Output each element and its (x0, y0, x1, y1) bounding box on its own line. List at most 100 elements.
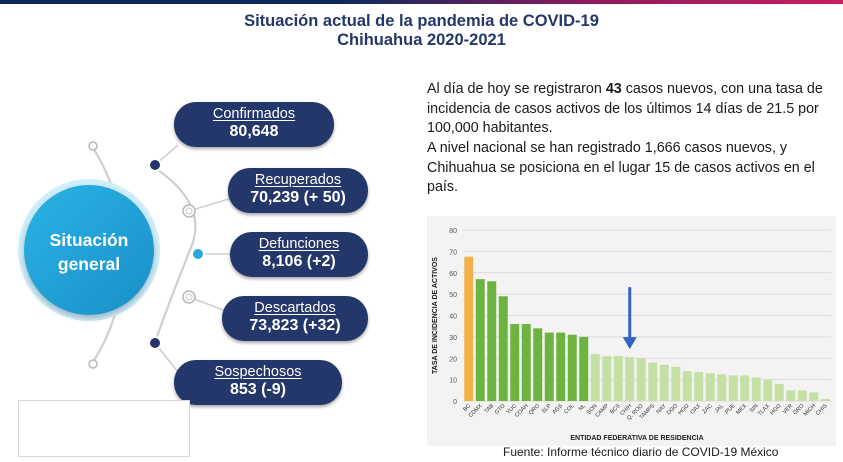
stat-value: 80,648 (229, 123, 279, 140)
bar (521, 324, 531, 401)
bar (763, 379, 773, 401)
bar (613, 356, 623, 401)
bar (475, 279, 485, 401)
y-tick-label: 30 (449, 335, 457, 342)
x-tick-label: TLAX (757, 403, 771, 417)
stat-value: 8,106 (+2) (262, 253, 336, 270)
bar (717, 374, 727, 401)
y-tick-label: 70 (449, 249, 457, 256)
x-tick-label: COL (563, 403, 575, 415)
stat-confirmados: Confirmados 80,648 (174, 102, 334, 147)
x-tick-label: AGS (552, 403, 565, 416)
inner-arc (153, 167, 197, 343)
bar (751, 377, 761, 401)
node-confirmados (148, 158, 162, 172)
source-note: Fuente: Informe técnico diario de COVID-… (503, 445, 779, 459)
x-tick-label: MICH (803, 403, 817, 417)
y-tick-label: 10 (449, 378, 457, 385)
bar (797, 390, 807, 401)
x-tick-label: COAH (514, 403, 530, 419)
x-tick-label: VER (782, 403, 794, 415)
bar (636, 358, 646, 401)
stat-defunciones: Defunciones 8,106 (+2) (230, 232, 368, 277)
x-tick-label: GTO (494, 403, 507, 416)
y-tick-label: 0 (453, 399, 457, 406)
bar (533, 328, 543, 401)
bar (728, 375, 738, 401)
node-sospechosos (148, 336, 162, 350)
bar (648, 362, 658, 401)
bar (786, 390, 796, 401)
y-tick-label: 40 (449, 314, 457, 321)
bar (774, 383, 784, 401)
x-tick-label: CHIS (815, 403, 829, 417)
top-accent-bar (0, 0, 843, 4)
node-defunciones (191, 247, 205, 261)
down-arrow-head (622, 337, 637, 350)
summary-paragraph-1: Al día de hoy se registraron 43 casos nu… (427, 80, 827, 139)
x-tick-label: CDMX (468, 403, 484, 419)
bar (705, 373, 715, 401)
stat-label: Sospechosos (214, 364, 302, 380)
bar (602, 356, 612, 401)
node-recuperados-inner (185, 207, 193, 215)
summary-paragraph-2: A nivel nacional se han registrado 1,666… (427, 140, 815, 195)
x-tick-label: MEX (735, 403, 748, 416)
bar (510, 324, 520, 401)
x-tick-label: HGO (677, 403, 691, 417)
x-tick-label: ZAC (702, 403, 714, 415)
summary-text-before: Al día de hoy se registraron (427, 81, 606, 97)
node-end-top (88, 141, 98, 151)
stat-value: 73,823 (+32) (249, 317, 341, 334)
new-cases-count: 43 (605, 81, 622, 97)
bar (682, 371, 692, 401)
situation-label-line2: general (57, 254, 121, 274)
x-tick-label: NL (578, 403, 587, 412)
x-axis-title: ENTIDAD FEDERATIVA DE RESIDENCIA (570, 435, 703, 442)
situation-label-line1: Situación (49, 230, 129, 250)
blank-box (18, 400, 190, 457)
y-tick-label: 20 (449, 356, 457, 363)
node-descartados-inner (185, 293, 193, 301)
node-recuperados (182, 204, 196, 218)
x-tick-label: DGO (666, 403, 680, 417)
bar (659, 364, 669, 401)
bar (590, 353, 600, 401)
bar (498, 296, 508, 401)
node-end-bottom (88, 359, 98, 369)
stat-sospechosos: Sospechosos 853 (-9) (174, 360, 342, 405)
y-axis-title: TASA DE INCIDENCIA DE ACTIVOS (432, 257, 439, 374)
connector-line-2 (188, 197, 233, 212)
x-tick-label: PUE (724, 403, 737, 416)
stat-label: Defunciones (258, 236, 340, 252)
bar (567, 334, 577, 401)
stat-label: Recuperados (254, 172, 342, 188)
bar (740, 375, 750, 401)
y-tick-label: 60 (449, 271, 457, 278)
x-tick-label: CAMP (594, 403, 610, 419)
bar (671, 366, 681, 401)
bar (809, 392, 819, 401)
bar (694, 372, 704, 401)
bar (820, 398, 830, 401)
bar (556, 332, 566, 401)
stat-label: Confirmados (212, 106, 296, 122)
bar (464, 256, 474, 401)
bar (487, 281, 497, 401)
situation-circle: Situación general (24, 185, 154, 315)
page-subtitle: Chihuahua 2020-2021 (337, 31, 506, 49)
stat-label: Descartados (254, 300, 336, 316)
stat-recuperados: Recuperados 70,239 (+ 50) (228, 168, 368, 213)
x-tick-label: JAL (714, 403, 725, 414)
stat-descartados: Descartados 73,823 (+32) (222, 296, 368, 341)
x-tick-label: QRO (528, 403, 542, 417)
bar (625, 357, 635, 401)
x-tick-label: SLP (541, 403, 553, 415)
chart-panel: 0 10 20 30 40 50 60 70 80 BC CDMX TAB GTO YUC COAH QRO S… (427, 216, 836, 446)
y-tick-label: 50 (449, 292, 457, 299)
y-tick-label: 80 (449, 228, 457, 235)
bar (544, 332, 554, 401)
bar (579, 336, 589, 401)
